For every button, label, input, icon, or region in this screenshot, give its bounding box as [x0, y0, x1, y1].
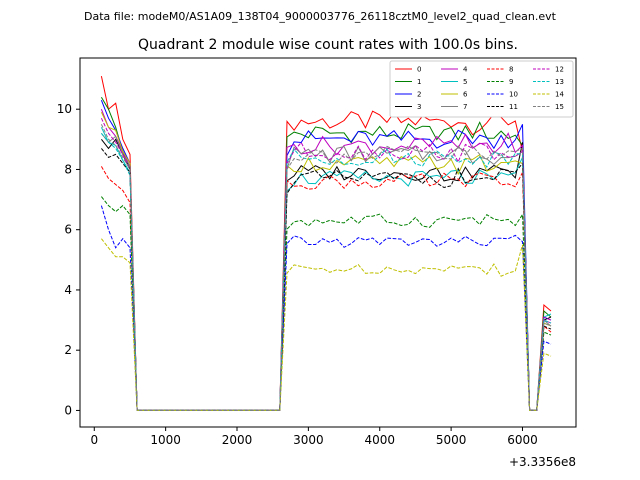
y-tick-label: 8 — [64, 162, 72, 176]
legend-label-15: 15 — [555, 103, 564, 111]
y-axis: 0 2 4 6 8 10 — [57, 102, 80, 417]
x-tick-label: 4000 — [364, 433, 395, 447]
legend-label-0: 0 — [417, 66, 421, 74]
chart-title: Quadrant 2 module wise count rates with … — [138, 37, 518, 53]
x-offset-label: +3.3356e8 — [509, 455, 576, 469]
series-line-10 — [100, 205, 552, 411]
x-axis: 0 1000 2000 3000 4000 5000 6000 — [90, 427, 538, 447]
series-line-15 — [100, 124, 552, 411]
x-tick-label: 0 — [90, 433, 98, 447]
series-layer — [100, 75, 552, 411]
y-tick-label: 0 — [64, 403, 72, 417]
legend-label-6: 6 — [463, 91, 468, 99]
axes-border — [79, 57, 577, 428]
chart-suptitle: Data file: modeM0/AS1A09_138T04_90000037… — [84, 10, 557, 23]
legend-label-2: 2 — [417, 91, 421, 99]
legend-label-4: 4 — [463, 66, 468, 74]
legend-label-3: 3 — [417, 103, 421, 111]
legend-label-9: 9 — [509, 78, 513, 86]
plot-area — [79, 57, 577, 428]
legend-label-7: 7 — [463, 103, 467, 111]
y-tick-label: 4 — [64, 283, 72, 297]
series-line-14 — [101, 238, 552, 411]
x-tick-label: 5000 — [436, 433, 467, 447]
legend-label-12: 12 — [555, 66, 564, 74]
x-tick-label: 1000 — [150, 433, 181, 447]
legend-box — [389, 60, 574, 118]
legend-label-14: 14 — [555, 91, 564, 99]
x-tick-label: 3000 — [293, 433, 324, 447]
legend-label-10: 10 — [509, 91, 518, 99]
legend-label-13: 13 — [555, 78, 564, 86]
y-tick-label: 10 — [57, 102, 72, 116]
x-tick-label: 6000 — [507, 433, 538, 447]
legend-label-1: 1 — [417, 78, 421, 86]
x-tick-label: 2000 — [222, 433, 253, 447]
axes-frame — [80, 58, 576, 427]
y-tick-label: 2 — [64, 343, 72, 357]
legend-label-5: 5 — [463, 78, 467, 86]
legend-label-8: 8 — [509, 66, 513, 74]
y-tick-label: 6 — [64, 223, 72, 237]
legend-label-11: 11 — [509, 103, 518, 111]
